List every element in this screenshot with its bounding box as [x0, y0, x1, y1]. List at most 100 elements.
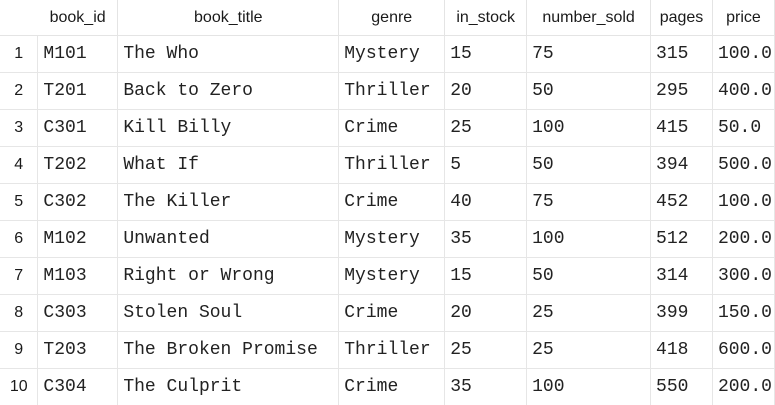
row-number: 2: [0, 73, 38, 110]
cell-pages[interactable]: 452: [651, 184, 713, 221]
cell-pages[interactable]: 418: [651, 332, 713, 369]
column-header-book-title[interactable]: book_title: [118, 0, 339, 36]
cell-number-sold[interactable]: 50: [527, 147, 651, 184]
cell-price[interactable]: 50.0: [712, 110, 774, 147]
cell-pages[interactable]: 550: [651, 369, 713, 405]
cell-in-stock[interactable]: 15: [445, 36, 527, 73]
cell-pages[interactable]: 315: [651, 36, 713, 73]
cell-book-title[interactable]: The Culprit: [118, 369, 339, 405]
cell-number-sold[interactable]: 100: [527, 110, 651, 147]
cell-book-title[interactable]: Unwanted: [118, 221, 339, 258]
cell-price[interactable]: 600.0: [712, 332, 774, 369]
cell-book-title[interactable]: The Broken Promise: [118, 332, 339, 369]
cell-book-title[interactable]: Kill Billy: [118, 110, 339, 147]
cell-book-id[interactable]: T202: [38, 147, 118, 184]
cell-in-stock[interactable]: 35: [445, 221, 527, 258]
cell-book-id[interactable]: M103: [38, 258, 118, 295]
cell-number-sold[interactable]: 75: [527, 36, 651, 73]
cell-pages[interactable]: 394: [651, 147, 713, 184]
cell-price[interactable]: 100.0: [712, 36, 774, 73]
cell-in-stock[interactable]: 15: [445, 258, 527, 295]
cell-in-stock[interactable]: 40: [445, 184, 527, 221]
column-header-pages[interactable]: pages: [651, 0, 713, 36]
cell-book-id[interactable]: M102: [38, 221, 118, 258]
cell-price[interactable]: 200.0: [712, 221, 774, 258]
cell-number-sold[interactable]: 100: [527, 221, 651, 258]
row-number: 1: [0, 36, 38, 73]
cell-book-id[interactable]: M101: [38, 36, 118, 73]
header-row: book_id book_title genre in_stock number…: [0, 0, 775, 36]
column-header-number-sold[interactable]: number_sold: [527, 0, 651, 36]
cell-price[interactable]: 200.0: [712, 369, 774, 405]
cell-genre[interactable]: Crime: [339, 369, 445, 405]
cell-in-stock[interactable]: 35: [445, 369, 527, 405]
cell-number-sold[interactable]: 50: [527, 258, 651, 295]
cell-book-title[interactable]: What If: [118, 147, 339, 184]
row-number: 4: [0, 147, 38, 184]
cell-book-title[interactable]: Right or Wrong: [118, 258, 339, 295]
column-header-book-id[interactable]: book_id: [38, 0, 118, 36]
cell-genre[interactable]: Mystery: [339, 221, 445, 258]
cell-book-title[interactable]: Stolen Soul: [118, 295, 339, 332]
cell-genre[interactable]: Crime: [339, 184, 445, 221]
cell-genre[interactable]: Crime: [339, 110, 445, 147]
cell-number-sold[interactable]: 100: [527, 369, 651, 405]
cell-book-id[interactable]: C301: [38, 110, 118, 147]
row-number: 3: [0, 110, 38, 147]
cell-book-id[interactable]: C304: [38, 369, 118, 405]
column-header-in-stock[interactable]: in_stock: [445, 0, 527, 36]
cell-in-stock[interactable]: 20: [445, 295, 527, 332]
cell-genre[interactable]: Thriller: [339, 332, 445, 369]
cell-pages[interactable]: 314: [651, 258, 713, 295]
cell-pages[interactable]: 399: [651, 295, 713, 332]
cell-genre[interactable]: Crime: [339, 295, 445, 332]
column-header-genre[interactable]: genre: [339, 0, 445, 36]
cell-genre[interactable]: Thriller: [339, 73, 445, 110]
cell-in-stock[interactable]: 25: [445, 110, 527, 147]
cell-book-id[interactable]: C302: [38, 184, 118, 221]
cell-number-sold[interactable]: 75: [527, 184, 651, 221]
row-number: 8: [0, 295, 38, 332]
cell-in-stock[interactable]: 5: [445, 147, 527, 184]
row-number: 9: [0, 332, 38, 369]
cell-price[interactable]: 150.0: [712, 295, 774, 332]
row-number: 7: [0, 258, 38, 295]
cell-book-id[interactable]: T203: [38, 332, 118, 369]
cell-pages[interactable]: 512: [651, 221, 713, 258]
row-number: 6: [0, 221, 38, 258]
cell-pages[interactable]: 295: [651, 73, 713, 110]
cell-price[interactable]: 400.0: [712, 73, 774, 110]
corner-cell: [0, 0, 38, 36]
cell-number-sold[interactable]: 25: [527, 332, 651, 369]
cell-number-sold[interactable]: 25: [527, 295, 651, 332]
cell-number-sold[interactable]: 50: [527, 73, 651, 110]
cell-genre[interactable]: Mystery: [339, 258, 445, 295]
cell-book-id[interactable]: C303: [38, 295, 118, 332]
cell-price[interactable]: 100.0: [712, 184, 774, 221]
column-header-price[interactable]: price: [712, 0, 774, 36]
cell-book-id[interactable]: T201: [38, 73, 118, 110]
cell-price[interactable]: 500.0: [712, 147, 774, 184]
cell-pages[interactable]: 415: [651, 110, 713, 147]
cell-book-title[interactable]: The Killer: [118, 184, 339, 221]
cell-book-title[interactable]: The Who: [118, 36, 339, 73]
cell-in-stock[interactable]: 20: [445, 73, 527, 110]
cell-genre[interactable]: Thriller: [339, 147, 445, 184]
row-number: 5: [0, 184, 38, 221]
cell-in-stock[interactable]: 25: [445, 332, 527, 369]
cell-book-title[interactable]: Back to Zero: [118, 73, 339, 110]
cell-price[interactable]: 300.0: [712, 258, 774, 295]
cell-genre[interactable]: Mystery: [339, 36, 445, 73]
